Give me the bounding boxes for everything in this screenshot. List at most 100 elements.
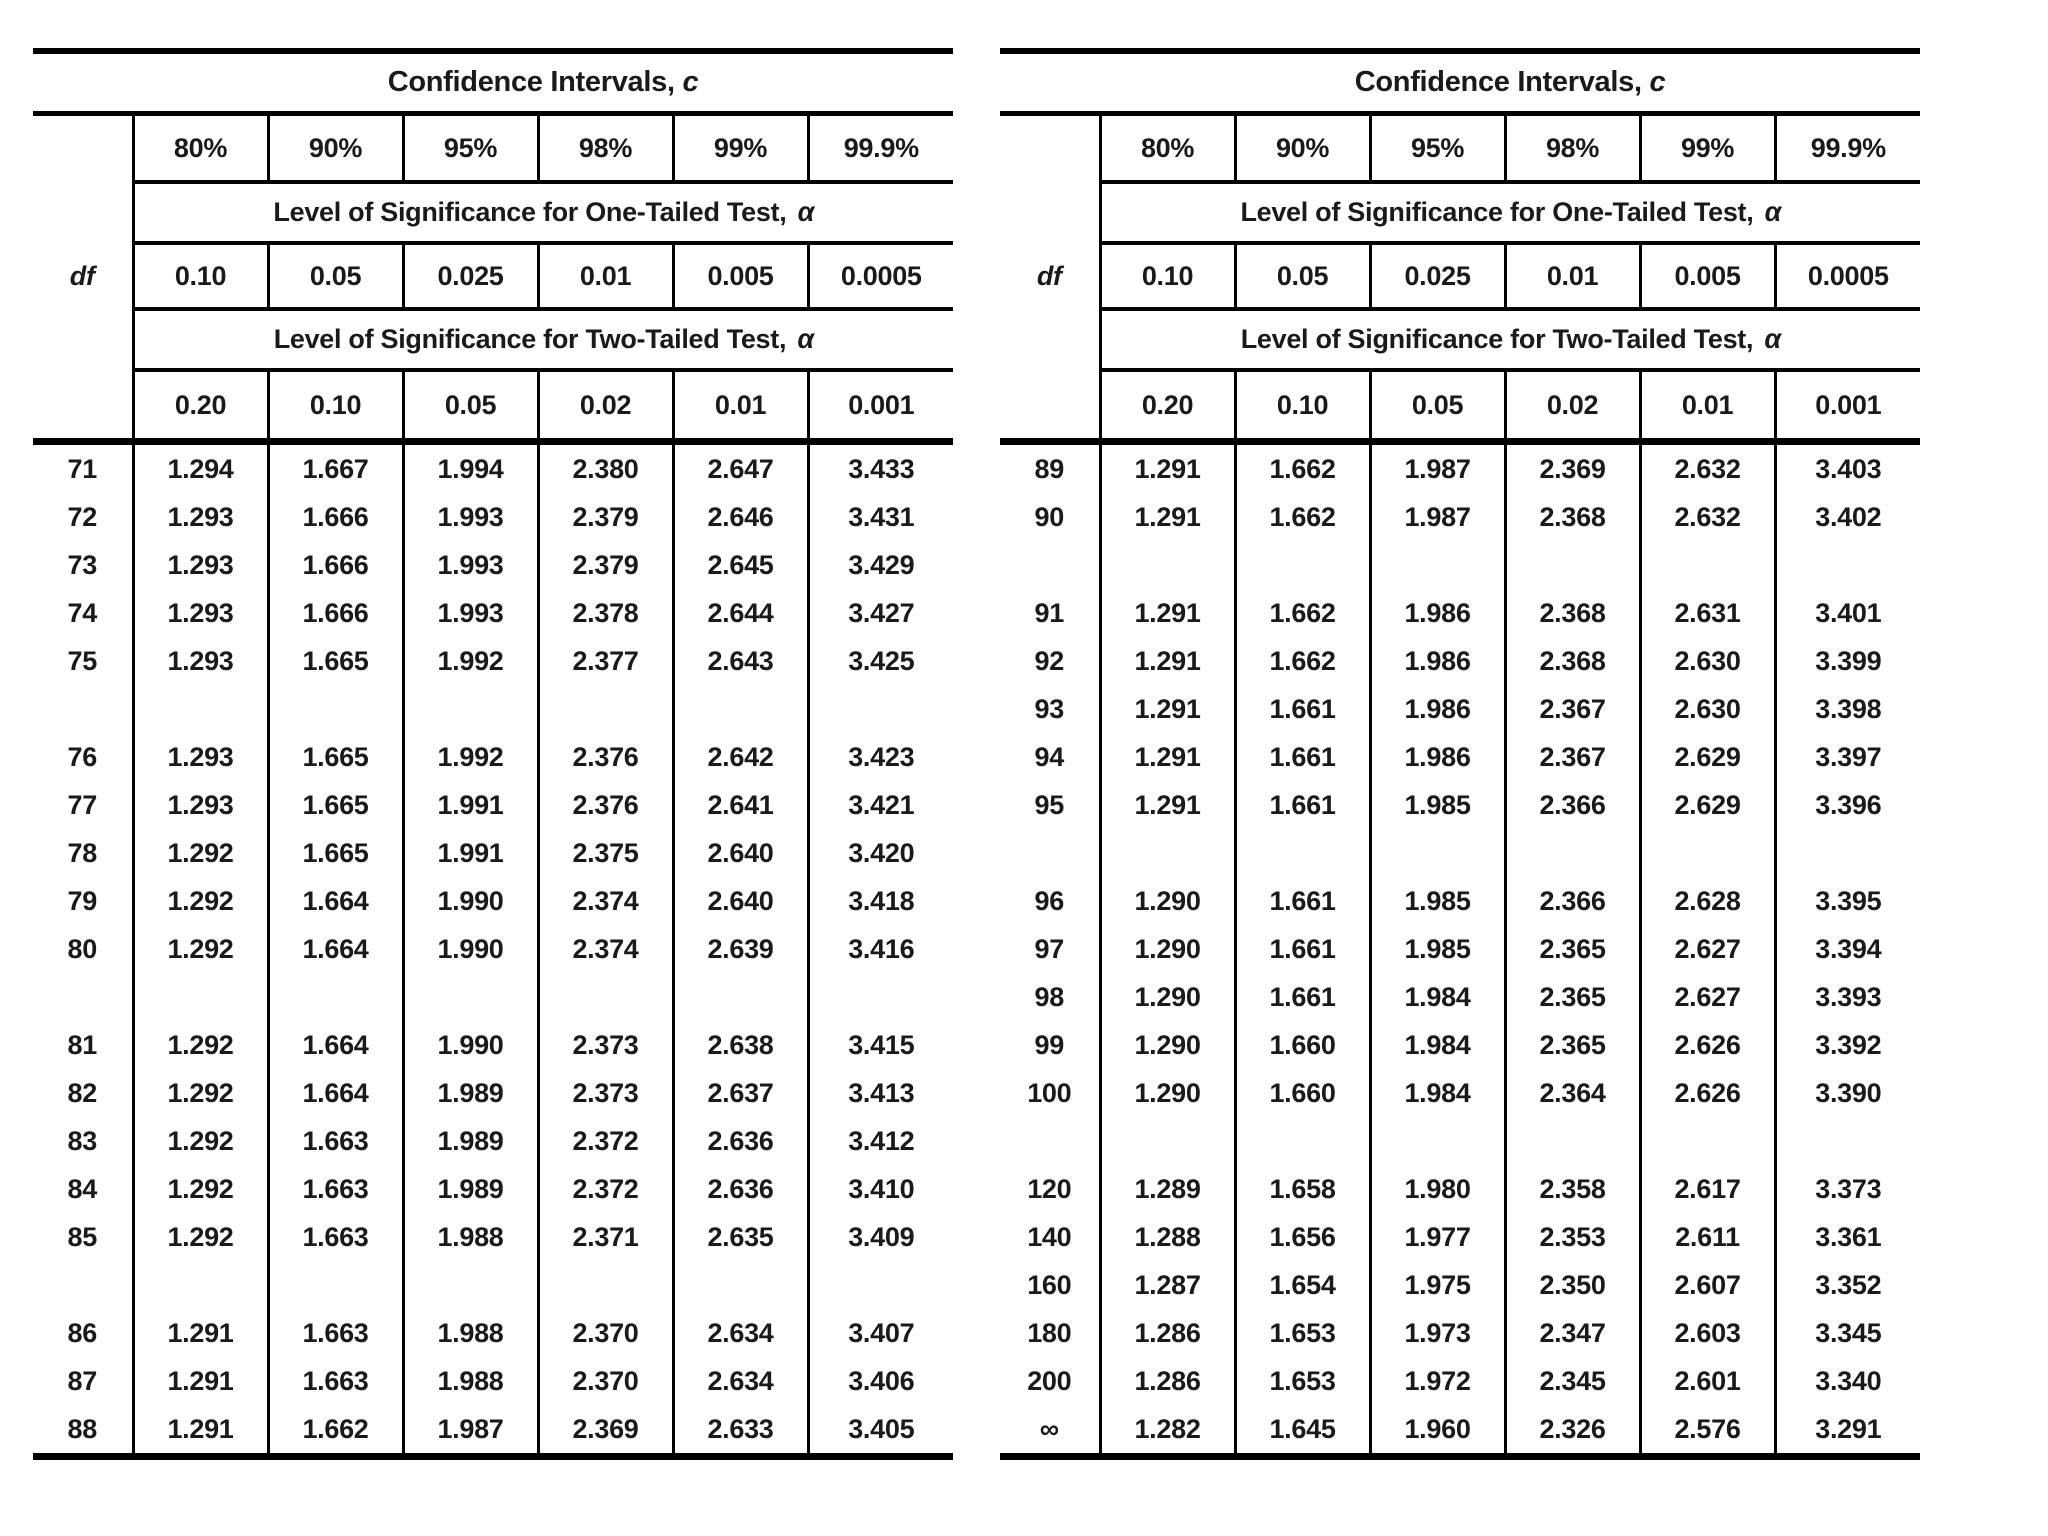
critical-value: 1.293 — [131, 493, 268, 541]
critical-value: 1.292 — [131, 1069, 268, 1117]
one-tailed-alpha-cell: 0.05 — [266, 243, 403, 311]
critical-value: 2.601 — [1638, 1357, 1776, 1405]
critical-value: 3.406 — [806, 1357, 954, 1405]
spacer-row — [33, 1261, 954, 1309]
df-column-spacer — [1000, 309, 1100, 370]
one-tailed-alpha-cell: 0.05 — [1233, 243, 1371, 311]
df-column-spacer — [33, 309, 133, 370]
critical-value: 2.377 — [536, 637, 673, 685]
confidence-level-cell: 80% — [131, 113, 268, 184]
critical-value: 1.290 — [1098, 973, 1236, 1021]
critical-value: 2.629 — [1638, 733, 1776, 781]
critical-value — [266, 973, 403, 1021]
two-tailed-alpha-cell: 0.001 — [806, 370, 954, 445]
critical-value: 2.627 — [1638, 925, 1776, 973]
critical-value: 2.371 — [536, 1213, 673, 1261]
critical-value: 3.291 — [1773, 1405, 1921, 1457]
critical-value: 3.402 — [1773, 493, 1921, 541]
critical-value: 2.629 — [1638, 781, 1776, 829]
critical-value: 1.287 — [1098, 1261, 1236, 1309]
spacer-row — [1000, 541, 1921, 589]
table-row: 88 1.291 1.662 1.987 2.369 2.633 3.405 — [33, 1405, 954, 1457]
critical-value: 2.368 — [1503, 637, 1641, 685]
critical-value — [1638, 1117, 1776, 1165]
df-value: 74 — [67, 597, 98, 628]
critical-value — [401, 685, 538, 733]
confidence-level-cell: 98% — [536, 113, 673, 184]
critical-value: 2.617 — [1638, 1165, 1776, 1213]
critical-value: 2.630 — [1638, 637, 1776, 685]
critical-value: 2.372 — [536, 1117, 673, 1165]
critical-value — [1233, 541, 1371, 589]
table-row: 200 1.286 1.653 1.972 2.345 2.601 3.340 — [1000, 1357, 1921, 1405]
df-value: 76 — [67, 741, 98, 772]
critical-value: 3.392 — [1773, 1021, 1921, 1069]
critical-value: 1.662 — [1233, 493, 1371, 541]
df-value: 71 — [67, 453, 98, 484]
critical-value — [536, 685, 673, 733]
confidence-level-cell: 95% — [1368, 113, 1506, 184]
df-value: 82 — [67, 1077, 98, 1108]
confidence-level-cell: 90% — [266, 113, 403, 184]
df-value: 85 — [67, 1221, 98, 1252]
table-row: 95 1.291 1.661 1.985 2.366 2.629 3.396 — [1000, 781, 1921, 829]
two-tailed-label-row: Level of Significance for Two-Tailed Tes… — [1000, 309, 1921, 372]
critical-value: 1.661 — [1233, 877, 1371, 925]
df-value: 140 — [1027, 1221, 1072, 1252]
critical-value: 1.664 — [266, 1069, 403, 1117]
two-tailed-alpha-cell: 0.01 — [1638, 370, 1776, 445]
critical-value: 1.292 — [131, 925, 268, 973]
critical-value: 1.666 — [266, 589, 403, 637]
two-tailed-label-text: Level of Significance for Two-Tailed Tes… — [1240, 324, 1761, 354]
critical-value — [1503, 829, 1641, 877]
critical-value: 1.282 — [1098, 1405, 1236, 1457]
alpha-symbol: α — [1764, 197, 1782, 227]
critical-value — [536, 1261, 673, 1309]
critical-value: 1.653 — [1233, 1357, 1371, 1405]
critical-value: 3.393 — [1773, 973, 1921, 1021]
critical-value: 1.293 — [131, 541, 268, 589]
critical-value: 2.607 — [1638, 1261, 1776, 1309]
critical-value: 2.365 — [1503, 1021, 1641, 1069]
critical-value: 1.980 — [1368, 1165, 1506, 1213]
critical-value: 1.992 — [401, 733, 538, 781]
critical-value: 1.960 — [1368, 1405, 1506, 1457]
critical-value: 1.290 — [1098, 1021, 1236, 1069]
critical-value: 2.376 — [536, 733, 673, 781]
critical-value: 1.292 — [131, 877, 268, 925]
critical-value: 1.992 — [401, 637, 538, 685]
df-value: 100 — [1027, 1077, 1072, 1108]
critical-value: 3.398 — [1773, 685, 1921, 733]
one-tailed-alpha-cell: 0.10 — [1098, 243, 1236, 311]
critical-value: 1.289 — [1098, 1165, 1236, 1213]
title-text: Confidence Intervals, — [1354, 66, 1650, 98]
critical-value: 1.665 — [266, 637, 403, 685]
critical-value — [1773, 829, 1921, 877]
two-tailed-alpha-row: 0.20 0.10 0.05 0.02 0.01 0.001 — [1000, 370, 1921, 445]
critical-value: 1.991 — [401, 829, 538, 877]
table-row: 81 1.292 1.664 1.990 2.373 2.638 3.415 — [33, 1021, 954, 1069]
critical-value: 3.405 — [806, 1405, 954, 1457]
df-header: df — [1000, 243, 1100, 309]
df-header: df — [33, 243, 133, 309]
critical-value: 1.987 — [1368, 441, 1506, 493]
critical-value: 1.645 — [1233, 1405, 1371, 1457]
critical-value: 1.291 — [1098, 733, 1236, 781]
table-row: 96 1.290 1.661 1.985 2.366 2.628 3.395 — [1000, 877, 1921, 925]
table-row: 140 1.288 1.656 1.977 2.353 2.611 3.361 — [1000, 1213, 1921, 1261]
critical-value: 2.358 — [1503, 1165, 1641, 1213]
critical-value: 2.353 — [1503, 1213, 1641, 1261]
df-column-spacer — [33, 114, 133, 183]
critical-value: 1.985 — [1368, 781, 1506, 829]
critical-value: 2.367 — [1503, 685, 1641, 733]
critical-value: 2.370 — [536, 1309, 673, 1357]
critical-value — [1233, 1117, 1371, 1165]
critical-value: 2.647 — [671, 441, 808, 493]
critical-value: 3.407 — [806, 1309, 954, 1357]
one-tailed-alpha-cell: 0.10 — [131, 243, 268, 311]
table-title: Confidence Intervals, c — [33, 51, 954, 116]
table-row: ∞ 1.282 1.645 1.960 2.326 2.576 3.291 — [1000, 1405, 1921, 1457]
critical-value: 1.973 — [1368, 1309, 1506, 1357]
spacer-row — [33, 973, 954, 1021]
critical-value: 1.990 — [401, 925, 538, 973]
